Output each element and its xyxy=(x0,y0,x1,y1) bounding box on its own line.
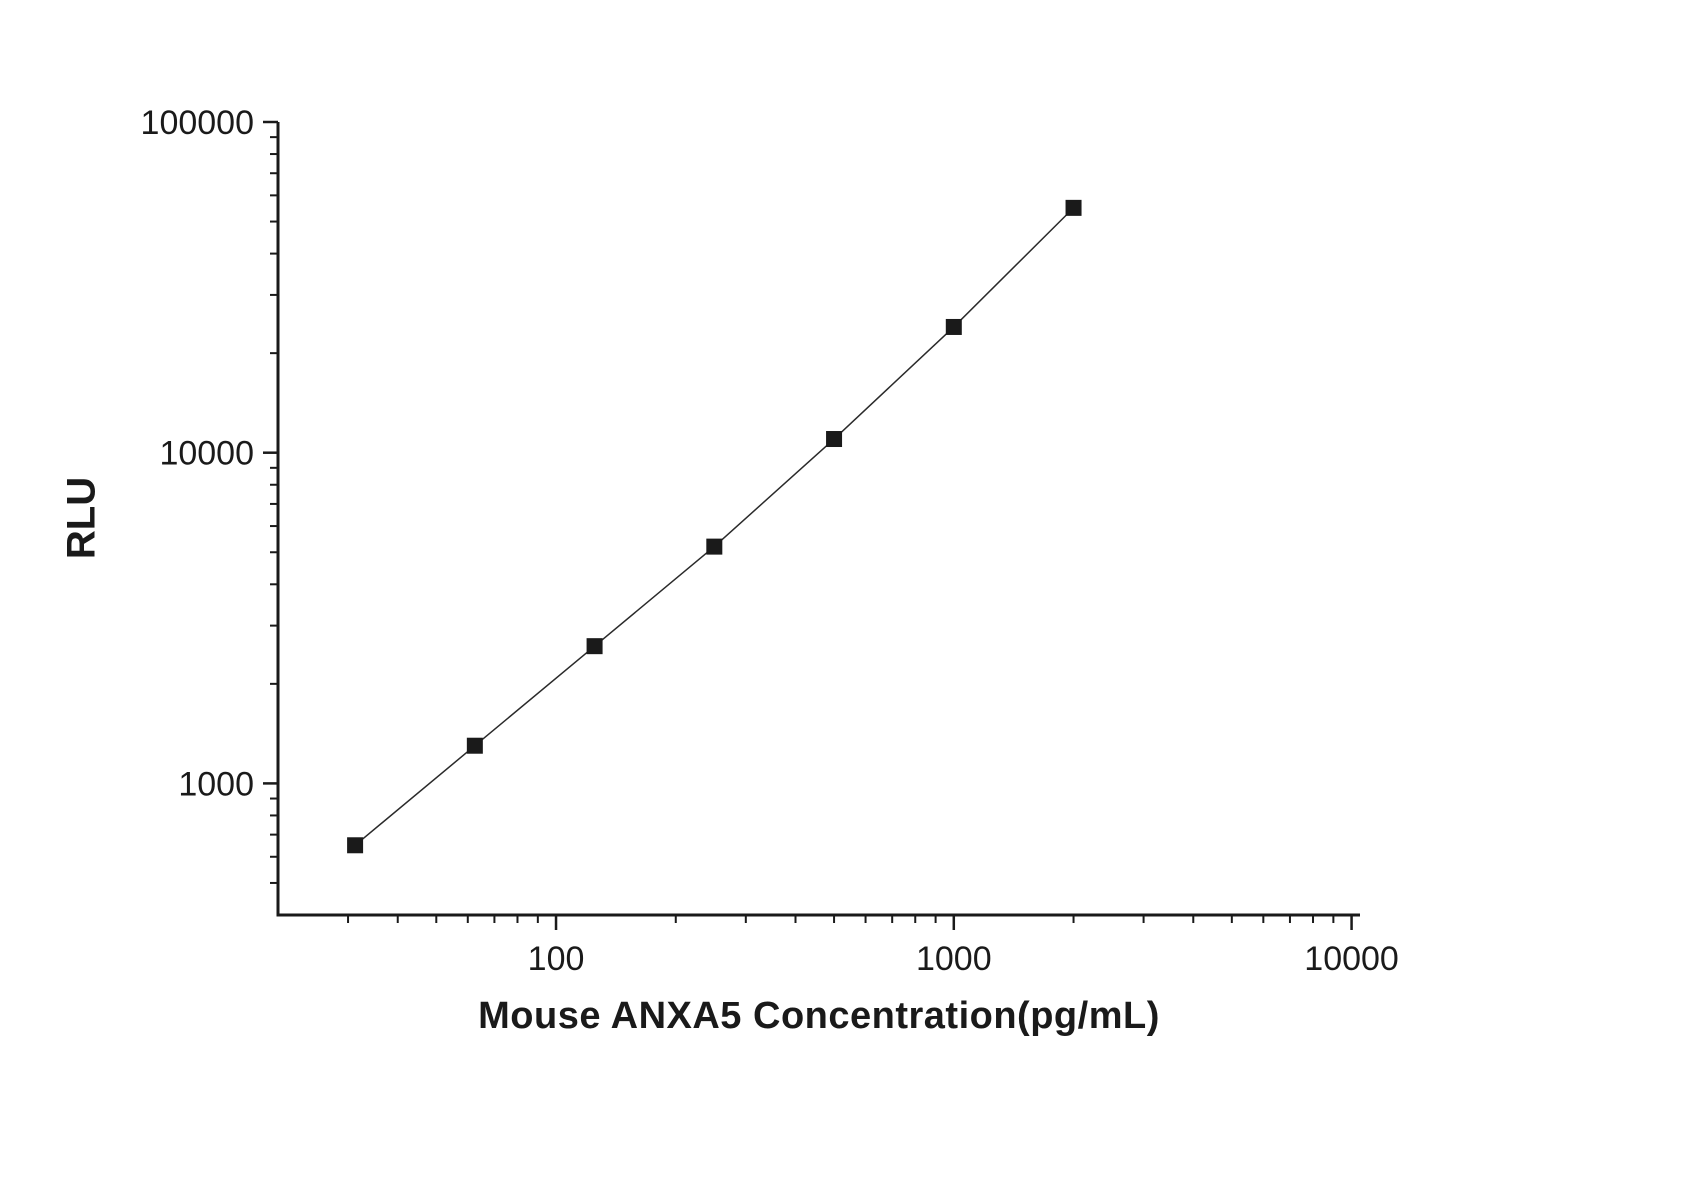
data-point-marker xyxy=(826,431,843,448)
data-point-marker xyxy=(466,737,483,754)
x-tick-label: 1000 xyxy=(916,940,992,978)
series-line xyxy=(354,207,1075,846)
y-tick-label: 100000 xyxy=(141,104,254,142)
y-tick-label: 1000 xyxy=(178,765,254,803)
y-axis-title: RLU xyxy=(59,476,104,560)
y-tick-label: 10000 xyxy=(159,435,254,473)
data-point-marker xyxy=(945,318,962,335)
x-tick-label: 100 xyxy=(528,940,585,978)
data-point-marker xyxy=(706,538,723,555)
x-axis-title: Mouse ANXA5 Concentration(pg/mL) xyxy=(478,995,1160,1037)
data-point-marker xyxy=(1065,199,1082,216)
data-point-marker xyxy=(347,837,364,854)
data-point-marker xyxy=(586,638,603,655)
x-tick-label: 10000 xyxy=(1304,940,1399,978)
